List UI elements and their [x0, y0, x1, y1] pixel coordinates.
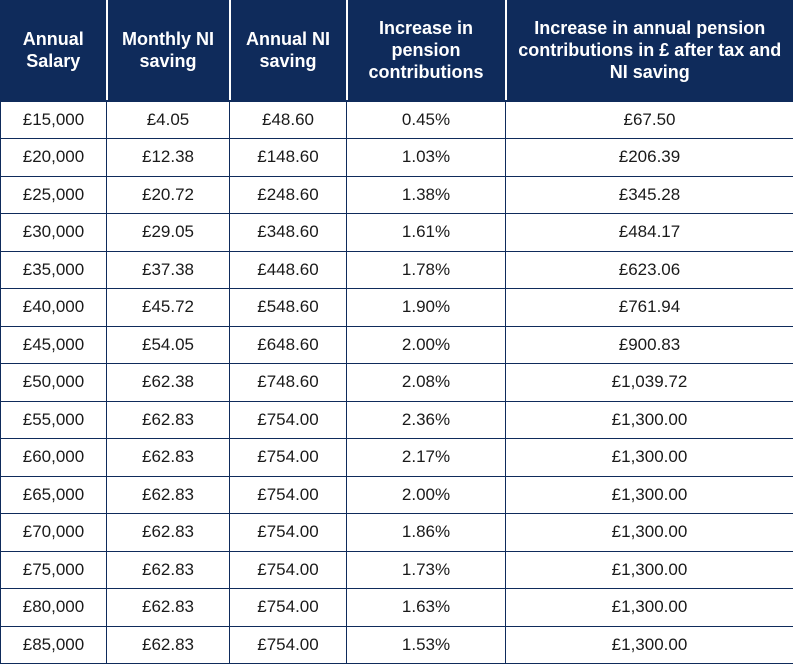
pension-increase-pct-cell: 0.45% [346, 100, 506, 139]
pension-increase-pct-cell: 1.73% [346, 550, 506, 589]
monthly-ni-saving-cell: £62.83 [106, 625, 230, 664]
table-row: £15,000 £4.05 £48.60 0.45% £67.50 [0, 100, 793, 139]
annual-ni-saving-cell: £754.00 [229, 438, 347, 477]
pension-increase-gbp-cell: £623.06 [505, 250, 793, 289]
pension-increase-pct-cell: 2.36% [346, 400, 506, 439]
pension-increase-gbp-cell: £1,300.00 [505, 438, 793, 477]
annual-ni-saving-cell: £148.60 [229, 138, 347, 177]
pension-increase-gbp-cell: £1,300.00 [505, 588, 793, 627]
monthly-ni-saving-cell: £29.05 [106, 213, 230, 252]
pension-increase-gbp-cell: £67.50 [505, 100, 793, 139]
monthly-ni-saving-cell: £62.38 [106, 363, 230, 402]
annual-salary-cell: £15,000 [0, 100, 107, 139]
annual-salary-cell: £45,000 [0, 325, 107, 364]
pension-increase-pct-cell: 1.86% [346, 513, 506, 552]
pension-increase-gbp-cell: £1,300.00 [505, 400, 793, 439]
annual-ni-saving-cell: £754.00 [229, 550, 347, 589]
annual-salary-cell: £50,000 [0, 363, 107, 402]
pension-increase-pct-cell: 1.63% [346, 588, 506, 627]
pension-increase-pct-cell: 1.38% [346, 175, 506, 214]
table-body: £15,000 £4.05 £48.60 0.45% £67.50 £20,000 £12.… [0, 100, 793, 664]
annual-salary-cell: £20,000 [0, 138, 107, 177]
monthly-ni-saving-cell: £37.38 [106, 250, 230, 289]
pension-increase-gbp-cell: £1,039.72 [505, 363, 793, 402]
annual-ni-saving-cell: £648.60 [229, 325, 347, 364]
pension-increase-pct-cell: 2.00% [346, 325, 506, 364]
header-increase-annual-pension-after-tax: Increase in annual pension contributions… [504, 0, 793, 102]
pension-increase-gbp-cell: £1,300.00 [505, 625, 793, 664]
monthly-ni-saving-cell: £12.38 [106, 138, 230, 177]
annual-ni-saving-cell: £548.60 [229, 288, 347, 327]
monthly-ni-saving-cell: £62.83 [106, 400, 230, 439]
table-row: £80,000 £62.83 £754.00 1.63% £1,300.00 [0, 588, 793, 627]
annual-salary-cell: £25,000 [0, 175, 107, 214]
annual-salary-cell: £75,000 [0, 550, 107, 589]
annual-salary-cell: £65,000 [0, 475, 107, 514]
annual-ni-saving-cell: £754.00 [229, 513, 347, 552]
pension-increase-pct-cell: 1.61% [346, 213, 506, 252]
pension-increase-pct-cell: 1.03% [346, 138, 506, 177]
monthly-ni-saving-cell: £45.72 [106, 288, 230, 327]
pension-increase-pct-cell: 1.90% [346, 288, 506, 327]
pension-increase-gbp-cell: £1,300.00 [505, 513, 793, 552]
monthly-ni-saving-cell: £62.83 [106, 513, 230, 552]
annual-salary-cell: £55,000 [0, 400, 107, 439]
annual-ni-saving-cell: £754.00 [229, 400, 347, 439]
annual-salary-cell: £35,000 [0, 250, 107, 289]
annual-salary-cell: £85,000 [0, 625, 107, 664]
header-increase-pension-contributions: Increase in pension contributions [345, 0, 507, 102]
annual-ni-saving-cell: £754.00 [229, 475, 347, 514]
table-row: £60,000 £62.83 £754.00 2.17% £1,300.00 [0, 438, 793, 477]
annual-ni-saving-cell: £754.00 [229, 588, 347, 627]
monthly-ni-saving-cell: £54.05 [106, 325, 230, 364]
header-annual-salary: Annual Salary [0, 0, 108, 102]
pension-increase-pct-cell: 1.53% [346, 625, 506, 664]
pension-increase-pct-cell: 2.00% [346, 475, 506, 514]
annual-salary-cell: £40,000 [0, 288, 107, 327]
monthly-ni-saving-cell: £4.05 [106, 100, 230, 139]
pension-increase-gbp-cell: £1,300.00 [505, 475, 793, 514]
header-monthly-ni-saving: Monthly NI saving [105, 0, 231, 102]
annual-salary-cell: £60,000 [0, 438, 107, 477]
table-row: £35,000 £37.38 £448.60 1.78% £623.06 [0, 250, 793, 289]
monthly-ni-saving-cell: £62.83 [106, 550, 230, 589]
table-row: £65,000 £62.83 £754.00 2.00% £1,300.00 [0, 475, 793, 514]
table-row: £50,000 £62.38 £748.60 2.08% £1,039.72 [0, 363, 793, 402]
table-row: £30,000 £29.05 £348.60 1.61% £484.17 [0, 213, 793, 252]
annual-ni-saving-cell: £348.60 [229, 213, 347, 252]
pension-increase-pct-cell: 1.78% [346, 250, 506, 289]
annual-salary-cell: £70,000 [0, 513, 107, 552]
table-row: £55,000 £62.83 £754.00 2.36% £1,300.00 [0, 400, 793, 439]
table-row: £40,000 £45.72 £548.60 1.90% £761.94 [0, 288, 793, 327]
pension-increase-gbp-cell: £206.39 [505, 138, 793, 177]
table-row: £20,000 £12.38 £148.60 1.03% £206.39 [0, 138, 793, 177]
header-row: Annual Salary Monthly NI saving Annual N… [0, 0, 793, 102]
monthly-ni-saving-cell: £62.83 [106, 588, 230, 627]
table-row: £75,000 £62.83 £754.00 1.73% £1,300.00 [0, 550, 793, 589]
pension-increase-gbp-cell: £345.28 [505, 175, 793, 214]
pension-increase-gbp-cell: £1,300.00 [505, 550, 793, 589]
monthly-ni-saving-cell: £62.83 [106, 438, 230, 477]
annual-salary-cell: £30,000 [0, 213, 107, 252]
table-header: Annual Salary Monthly NI saving Annual N… [0, 0, 793, 102]
annual-ni-saving-cell: £448.60 [229, 250, 347, 289]
pension-increase-gbp-cell: £761.94 [505, 288, 793, 327]
annual-ni-saving-cell: £748.60 [229, 363, 347, 402]
table-row: £45,000 £54.05 £648.60 2.00% £900.83 [0, 325, 793, 364]
header-annual-ni-saving: Annual NI saving [228, 0, 348, 102]
annual-salary-cell: £80,000 [0, 588, 107, 627]
monthly-ni-saving-cell: £20.72 [106, 175, 230, 214]
table-row: £25,000 £20.72 £248.60 1.38% £345.28 [0, 175, 793, 214]
pension-increase-pct-cell: 2.08% [346, 363, 506, 402]
annual-ni-saving-cell: £754.00 [229, 625, 347, 664]
monthly-ni-saving-cell: £62.83 [106, 475, 230, 514]
pension-increase-gbp-cell: £900.83 [505, 325, 793, 364]
pension-increase-pct-cell: 2.17% [346, 438, 506, 477]
table-row: £70,000 £62.83 £754.00 1.86% £1,300.00 [0, 513, 793, 552]
annual-ni-saving-cell: £248.60 [229, 175, 347, 214]
annual-ni-saving-cell: £48.60 [229, 100, 347, 139]
table-row: £85,000 £62.83 £754.00 1.53% £1,300.00 [0, 625, 793, 664]
pension-increase-gbp-cell: £484.17 [505, 213, 793, 252]
